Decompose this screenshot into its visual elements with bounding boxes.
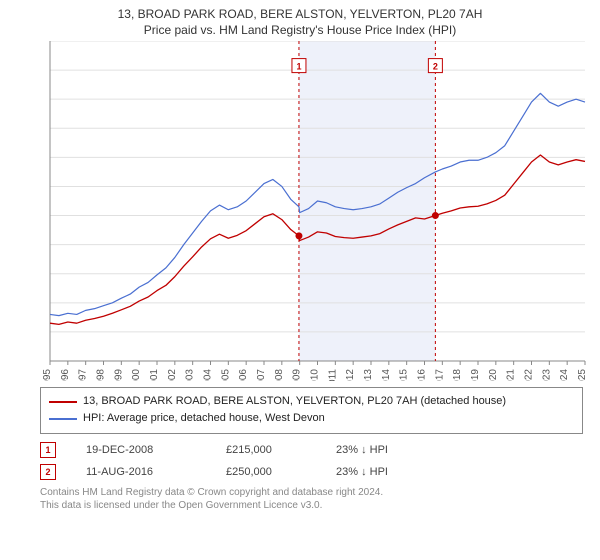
svg-text:2023: 2023 [541, 368, 552, 380]
chart-subtitle: Price paid vs. HM Land Registry's House … [0, 23, 600, 41]
svg-text:1997: 1997 [78, 368, 89, 380]
svg-text:2011: 2011 [327, 368, 338, 380]
svg-text:2018: 2018 [452, 368, 463, 380]
sale-diff: 23% ↓ HPI [336, 444, 436, 456]
sale-price: £250,000 [226, 466, 306, 478]
svg-text:1995: 1995 [42, 368, 53, 380]
sale-marker: 1 [40, 442, 56, 458]
sale-price: £215,000 [226, 444, 306, 456]
sale-row: 2 11-AUG-2016 £250,000 23% ↓ HPI [40, 464, 600, 480]
svg-text:2021: 2021 [506, 368, 517, 380]
svg-text:2015: 2015 [399, 368, 410, 380]
sales-list: 1 19-DEC-2008 £215,000 23% ↓ HPI 2 11-AUG-201… [40, 442, 600, 480]
svg-text:2005: 2005 [220, 368, 231, 380]
svg-text:2003: 2003 [185, 368, 196, 380]
svg-text:2010: 2010 [310, 368, 321, 380]
svg-text:2: 2 [433, 61, 438, 71]
legend-label: HPI: Average price, detached house, West… [83, 410, 325, 428]
figure-root: 13, BROAD PARK ROAD, BERE ALSTON, YELVER… [0, 0, 600, 560]
chart-title: 13, BROAD PARK ROAD, BERE ALSTON, YELVER… [0, 0, 600, 23]
legend-label: 13, BROAD PARK ROAD, BERE ALSTON, YELVER… [83, 393, 506, 411]
sale-row: 1 19-DEC-2008 £215,000 23% ↓ HPI [40, 442, 600, 458]
svg-text:2008: 2008 [274, 368, 285, 380]
svg-text:2001: 2001 [149, 368, 160, 380]
svg-text:2017: 2017 [434, 368, 445, 380]
svg-text:1999: 1999 [113, 368, 124, 380]
footer-attribution: Contains HM Land Registry data © Crown c… [40, 486, 600, 512]
sale-diff: 23% ↓ HPI [336, 466, 436, 478]
sale-date: 11-AUG-2016 [86, 466, 196, 478]
svg-text:2024: 2024 [559, 368, 570, 380]
footer-line-2: This data is licensed under the Open Gov… [40, 499, 600, 512]
legend-swatch [49, 401, 77, 403]
legend-item: 13, BROAD PARK ROAD, BERE ALSTON, YELVER… [49, 393, 574, 411]
svg-text:2022: 2022 [524, 368, 535, 380]
chart-area: £0£50K£100K£150K£200K£250K£300K£350K£400… [40, 41, 595, 381]
svg-text:2016: 2016 [417, 368, 428, 380]
svg-text:2009: 2009 [292, 368, 303, 380]
svg-text:2006: 2006 [238, 368, 249, 380]
legend-item: HPI: Average price, detached house, West… [49, 410, 574, 428]
sale-date: 19-DEC-2008 [86, 444, 196, 456]
svg-text:2012: 2012 [345, 368, 356, 380]
svg-text:2002: 2002 [167, 368, 178, 380]
svg-text:2020: 2020 [488, 368, 499, 380]
svg-text:2025: 2025 [577, 368, 588, 380]
svg-text:1998: 1998 [96, 368, 107, 380]
svg-text:2019: 2019 [470, 368, 481, 380]
svg-text:2013: 2013 [363, 368, 374, 380]
legend-swatch [49, 418, 77, 420]
svg-text:2000: 2000 [131, 368, 142, 380]
svg-text:2014: 2014 [381, 368, 392, 380]
svg-text:1: 1 [296, 61, 301, 71]
sale-marker: 2 [40, 464, 56, 480]
svg-text:2004: 2004 [203, 368, 214, 380]
footer-line-1: Contains HM Land Registry data © Crown c… [40, 486, 600, 499]
legend-box: 13, BROAD PARK ROAD, BERE ALSTON, YELVER… [40, 387, 583, 434]
svg-text:2007: 2007 [256, 368, 267, 380]
svg-text:1996: 1996 [60, 368, 71, 380]
chart-svg: £0£50K£100K£150K£200K£250K£300K£350K£400… [40, 41, 595, 381]
